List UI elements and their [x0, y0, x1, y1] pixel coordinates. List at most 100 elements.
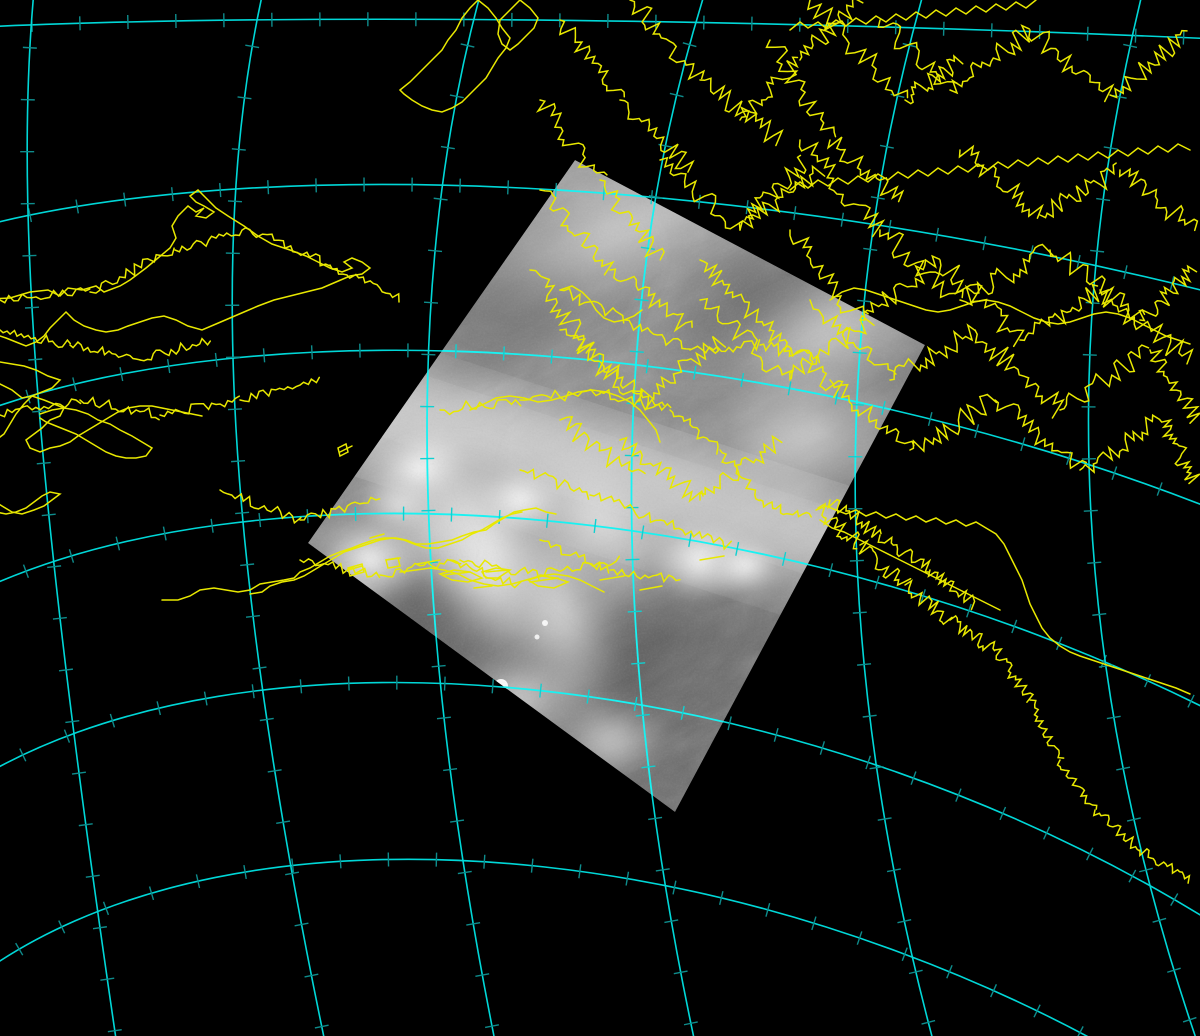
graticule-ticks-180 — [225, 44, 329, 1029]
coastline-alaska-inner-8 — [659, 519, 733, 551]
coastline-island-fleck-0 — [339, 445, 353, 453]
graticule-tick — [1103, 146, 1118, 150]
graticule-tick — [1085, 301, 1100, 305]
graticule-tick — [65, 720, 80, 724]
graticule-tick — [1144, 674, 1152, 688]
coastline-island-fleck-4 — [485, 569, 509, 573]
coastline-aleutian-chain-west — [0, 491, 62, 515]
graticule-tick — [999, 806, 1007, 821]
coastline-canadian-arctic-archipelago-1 — [398, 0, 511, 113]
graticule-tick — [1167, 967, 1181, 973]
graticule-tick — [1152, 917, 1167, 923]
graticule-tick — [507, 180, 510, 195]
coastline-arctic-archipelago-1 — [904, 54, 964, 105]
graticule-tick — [1100, 654, 1107, 669]
coastline-arctic-archipelago-9 — [1039, 162, 1117, 219]
graticule-tick — [243, 865, 247, 880]
coastline-arctic-archipelago-20 — [1099, 285, 1194, 365]
graticule-tick — [852, 351, 867, 355]
graticule-tick — [1128, 869, 1137, 883]
graticule-tick — [1096, 197, 1111, 202]
coastline-panhandle-8 — [1139, 847, 1191, 884]
coastline-alaska-panhandle-bc — [815, 505, 1191, 695]
coastline-arctic-archipelago-17 — [859, 254, 941, 321]
graticule-tick — [1083, 509, 1098, 512]
graticule-parallel-50N — [0, 852, 1088, 1036]
graticule-line-170W — [426, 160, 501, 812]
coastline-arctic-archipelago-38 — [558, 19, 626, 98]
graticule-tick — [1139, 867, 1153, 873]
graticule-tick — [735, 541, 740, 556]
graticule-tick — [902, 42, 917, 48]
graticule-tick — [259, 717, 274, 722]
coastline-arctic-archipelago-54 — [738, 164, 826, 231]
graticule-tick — [148, 886, 155, 901]
graticule-tick — [664, 919, 679, 924]
graticule-tick — [162, 526, 167, 541]
graticule-tick — [629, 350, 644, 353]
coastline-island-fleck-11 — [699, 555, 725, 561]
graticule-tick — [669, 92, 684, 98]
coastline-small-island-3 — [437, 569, 485, 583]
coastline-arctic-archipelago-31 — [739, 56, 799, 121]
coastline-siberia-12 — [299, 558, 381, 579]
graticule-tick — [109, 713, 116, 728]
graticule-tick — [545, 513, 549, 528]
graticule-tick — [36, 461, 51, 465]
graticule-tick — [672, 880, 677, 895]
graticule-tick — [1077, 1026, 1084, 1036]
coastline-arctic-archipelago-3 — [826, 136, 905, 203]
graticule-line-150W — [854, 160, 925, 812]
coastline-arctic-archipelago-4 — [877, 19, 958, 86]
graticule-tick — [85, 874, 100, 878]
graticule-tick — [1156, 482, 1163, 496]
graticule-tick — [210, 518, 214, 533]
graticule-tick — [306, 509, 309, 524]
coastline-panhandle-3 — [949, 614, 996, 652]
graticule-line-70N — [0, 183, 1200, 291]
graticule-tick — [886, 868, 901, 873]
graticule-tick — [645, 359, 649, 374]
coastline-siberia-6 — [79, 396, 160, 421]
graticule-tick — [428, 249, 443, 253]
graticule-tick — [648, 816, 663, 821]
coastline-arctic-archipelago-43 — [609, 268, 693, 333]
graticule-ticks-140W — [1081, 43, 1197, 1023]
coastline-arctic-archipelago-41 — [599, 179, 665, 261]
graticule-tick — [52, 616, 67, 620]
coastline-alaska-inner-3 — [669, 409, 719, 455]
graticule-tick — [19, 748, 27, 762]
graticule-tick — [1123, 265, 1128, 280]
graticule-tick — [1055, 636, 1063, 651]
coastline-arctic-archipelago-13 — [959, 243, 1054, 307]
graticule-tick — [252, 666, 267, 670]
coastline-arctic-archipelago-40 — [535, 99, 608, 176]
graticule-tick — [285, 871, 300, 876]
graticule-tick — [966, 603, 972, 618]
graticule-tick — [787, 381, 792, 396]
coastline-siberia-1 — [89, 247, 175, 294]
coastline-arctic-archipelago-32 — [799, 0, 864, 61]
graticule-tick — [935, 227, 940, 242]
graticule-tick — [680, 705, 685, 720]
coastline-arctic-archipelago-45 — [589, 348, 665, 411]
graticule-tick — [237, 96, 252, 100]
coastline-arctic-archipelago-23 — [974, 329, 1065, 419]
graticule-tick — [431, 664, 446, 668]
coastline-arctic-archipelago-52 — [559, 415, 646, 475]
graticule-tick — [22, 46, 37, 49]
graticule-tick — [28, 358, 43, 361]
coastline-island-fleck-3 — [443, 571, 471, 576]
graticule-tick — [840, 212, 845, 227]
coastline-arctic-archipelago-33 — [744, 154, 807, 221]
graticule-tick — [41, 513, 56, 517]
coastline-arctic-archipelago-19 — [1019, 283, 1100, 342]
coastline-arctic-archipelago-28 — [994, 399, 1088, 470]
coastline-alaska-inner-0 — [439, 398, 522, 416]
graticule-tick — [1087, 561, 1102, 564]
coastline-arctic-archipelago-25 — [1149, 349, 1200, 424]
graticule-tick — [72, 377, 77, 392]
graticule-tick — [640, 246, 655, 250]
